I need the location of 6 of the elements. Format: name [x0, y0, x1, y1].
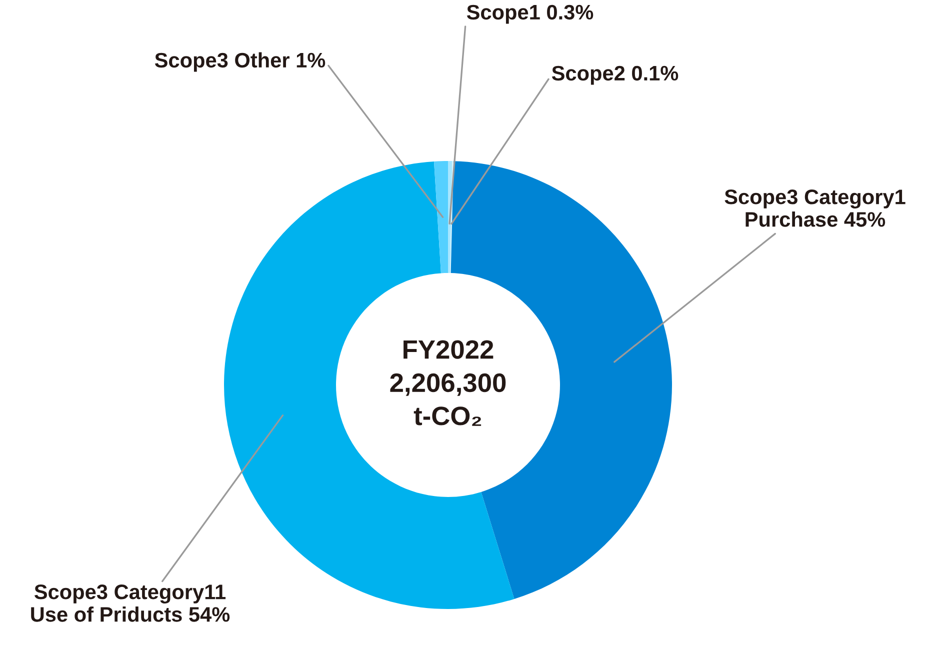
slice-label: Scope3 Category1 Purchase 45% — [724, 190, 906, 227]
slice-label: Scope3 Category11 Use of Priducts 54% — [31, 584, 230, 622]
slice-label: Scope3 Other 1% — [154, 52, 326, 72]
text: FY2022 2,206,300 t-CO₂ — [390, 340, 506, 426]
slice-label: Scope1 0.3% — [466, 4, 594, 24]
slice-label: Scope2 0.1% — [552, 66, 678, 85]
